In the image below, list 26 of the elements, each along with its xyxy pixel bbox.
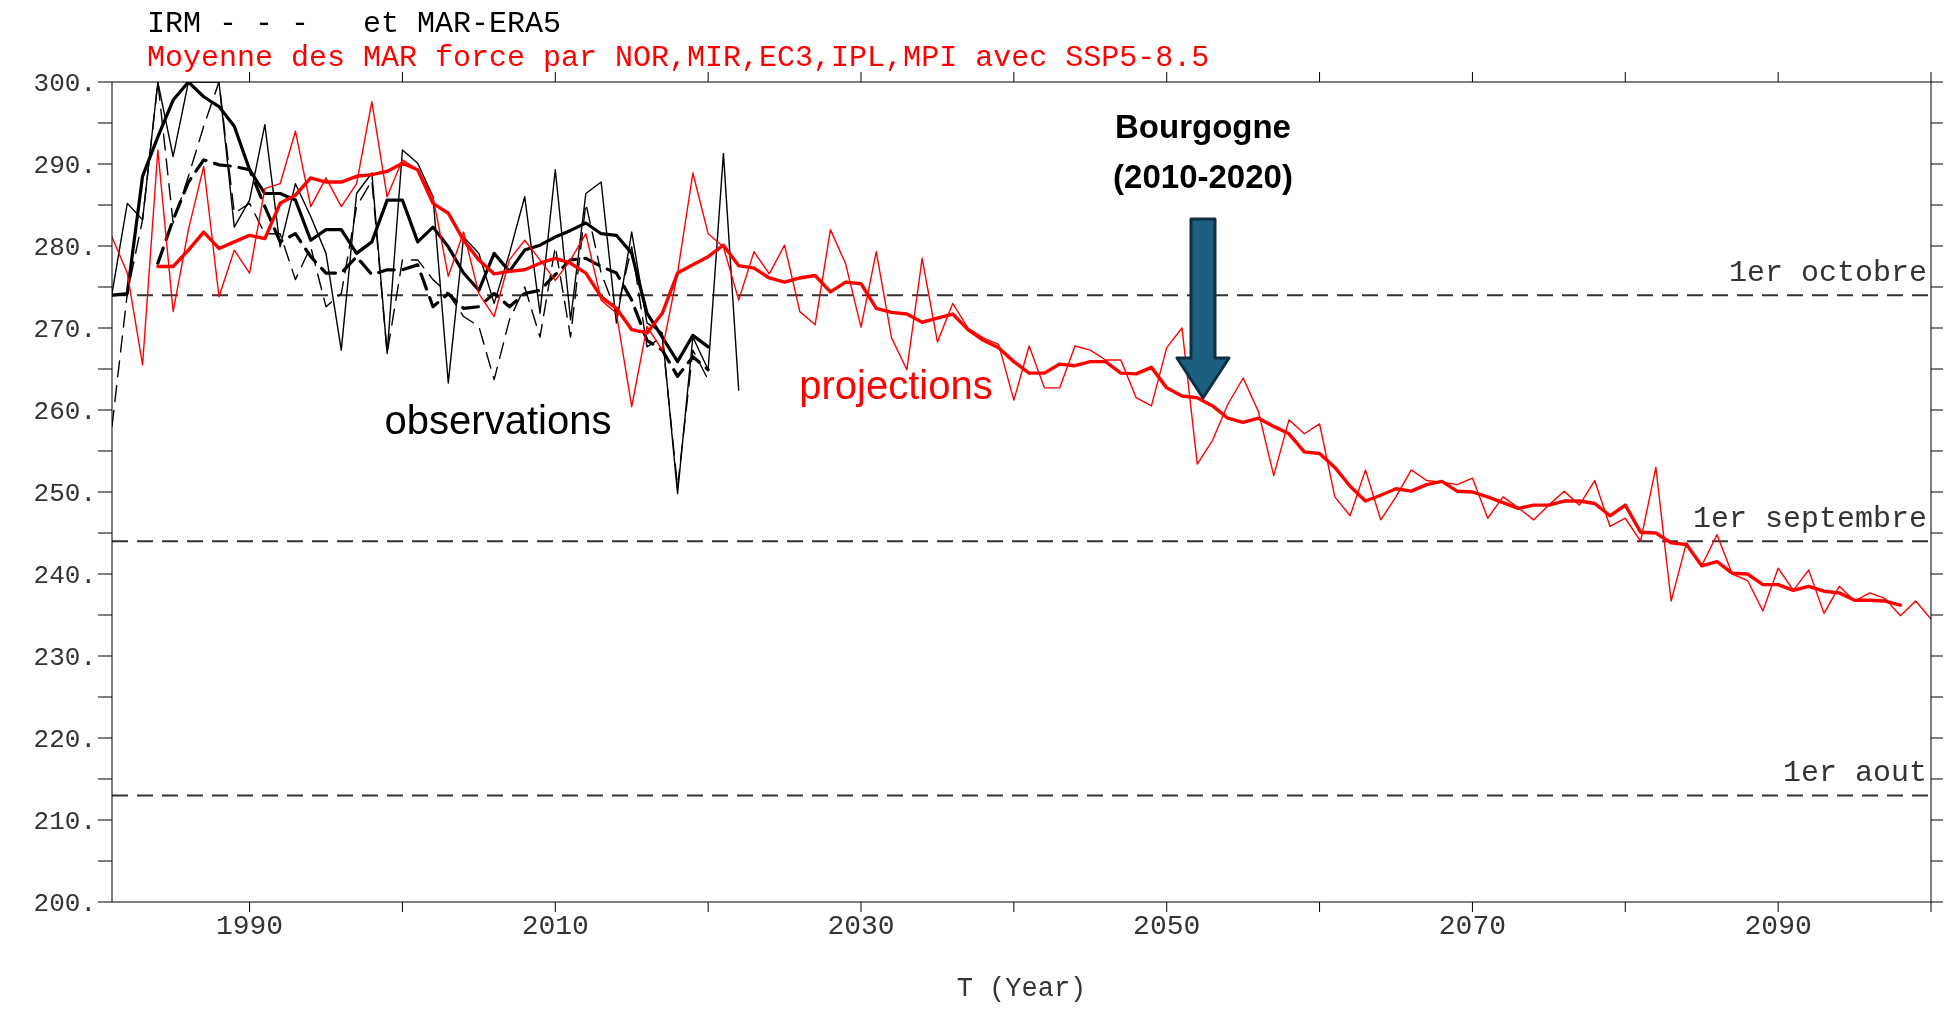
y-tick-label: 270. — [33, 315, 96, 346]
y-tick-label: 210. — [33, 807, 96, 838]
y-tick-label: 220. — [33, 725, 96, 756]
y-tick-label: 300. — [33, 69, 96, 100]
x-tick-label: 2070 — [1438, 910, 1507, 942]
chart-subtitle: Moyenne des MAR force par NOR,MIR,EC3,IPL,MPI avec SSP5-8.5 — [147, 41, 1210, 75]
annotation: Bourgogne (2010-2020) — [1113, 108, 1293, 195]
x-tick-label: 2010 — [521, 910, 589, 942]
y-tick-label: 280. — [33, 233, 96, 264]
x-tick-label: 2090 — [1744, 910, 1812, 942]
y-tick-label: 250. — [33, 479, 96, 510]
annotation: projections — [799, 362, 993, 407]
y-tick-label: 240. — [33, 561, 96, 592]
y-tick-label: 230. — [33, 643, 96, 674]
x-tick-label: 1990 — [215, 910, 284, 942]
chart-title: IRM - - - et MAR-ERA5 — [147, 7, 562, 41]
x-axis-title: T (Year) — [956, 974, 1087, 1004]
ref-line-label: 1er septembre — [1692, 502, 1927, 537]
annotation: observations — [384, 397, 612, 442]
y-tick-label: 200. — [33, 889, 96, 920]
y-tick-label: 290. — [33, 151, 96, 182]
x-tick-label: 2030 — [827, 910, 895, 942]
ref-line-label: 1er octobre — [1728, 256, 1927, 291]
x-tick-label: 2050 — [1133, 910, 1201, 942]
y-tick-label: 260. — [33, 397, 96, 428]
ref-line-label: 1er aout — [1782, 756, 1927, 791]
